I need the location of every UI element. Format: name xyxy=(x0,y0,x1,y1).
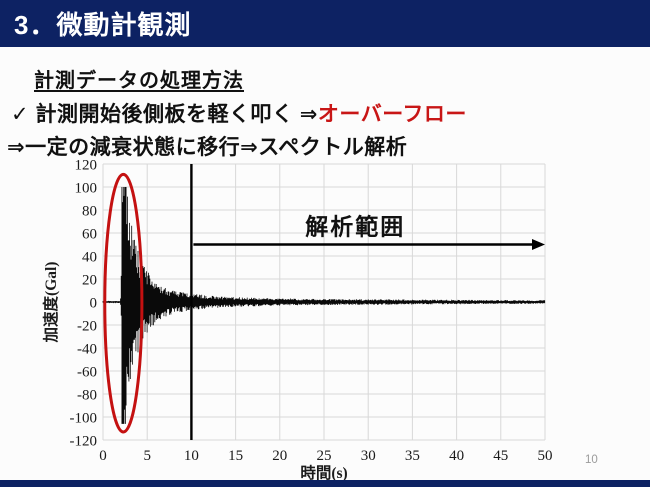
svg-text:15: 15 xyxy=(228,448,243,464)
svg-text:50: 50 xyxy=(538,448,553,464)
svg-text:-60: -60 xyxy=(77,365,97,381)
svg-text:35: 35 xyxy=(405,448,420,464)
svg-text:-100: -100 xyxy=(70,411,98,427)
svg-text:25: 25 xyxy=(317,448,332,464)
bullet-line-1-text: 計測開始後側板を軽く叩く xyxy=(35,103,294,126)
body-text-block: 計測データの処理方法 ✓ 計測開始後側板を軽く叩く ⇒オーバーフロー ⇒一定の減… xyxy=(0,64,650,161)
svg-text:40: 40 xyxy=(82,250,97,266)
svg-text:20: 20 xyxy=(272,448,287,464)
bottom-accent-strip xyxy=(0,480,650,487)
svg-text:5: 5 xyxy=(143,448,151,464)
svg-text:解析範囲: 解析範囲 xyxy=(305,214,405,240)
svg-text:加速度(Gal): 加速度(Gal) xyxy=(41,262,60,344)
svg-text:10: 10 xyxy=(184,448,199,464)
svg-text:-80: -80 xyxy=(77,388,97,404)
arrow-glyph: ⇒ xyxy=(299,103,318,126)
bullet-line-1: ✓ 計測開始後側板を軽く叩く ⇒オーバーフロー xyxy=(11,98,650,128)
svg-text:120: 120 xyxy=(75,158,98,174)
svg-text:-40: -40 xyxy=(77,342,97,358)
check-icon: ✓ xyxy=(11,103,30,126)
page-number: 10 xyxy=(585,454,598,466)
svg-text:0: 0 xyxy=(99,448,107,464)
svg-text:0: 0 xyxy=(90,296,98,312)
svg-text:30: 30 xyxy=(361,448,376,464)
svg-text:-20: -20 xyxy=(77,319,97,335)
section-heading: 計測データの処理方法 xyxy=(34,70,244,92)
slide-title-bar: 3．微動計観測 xyxy=(0,0,650,47)
svg-text:100: 100 xyxy=(75,181,98,197)
svg-text:時間(s): 時間(s) xyxy=(300,463,347,482)
overflow-highlight: オーバーフロー xyxy=(317,103,467,126)
svg-text:40: 40 xyxy=(449,448,464,464)
svg-text:-120: -120 xyxy=(70,434,98,450)
svg-text:45: 45 xyxy=(493,448,508,464)
slide-title: 3．微動計観測 xyxy=(14,10,192,40)
bullet-line-2: ⇒一定の減衰状態に移行⇒スペクトル解析 xyxy=(7,136,408,159)
svg-text:60: 60 xyxy=(82,227,97,243)
svg-text:20: 20 xyxy=(82,273,97,289)
svg-text:80: 80 xyxy=(82,204,97,220)
